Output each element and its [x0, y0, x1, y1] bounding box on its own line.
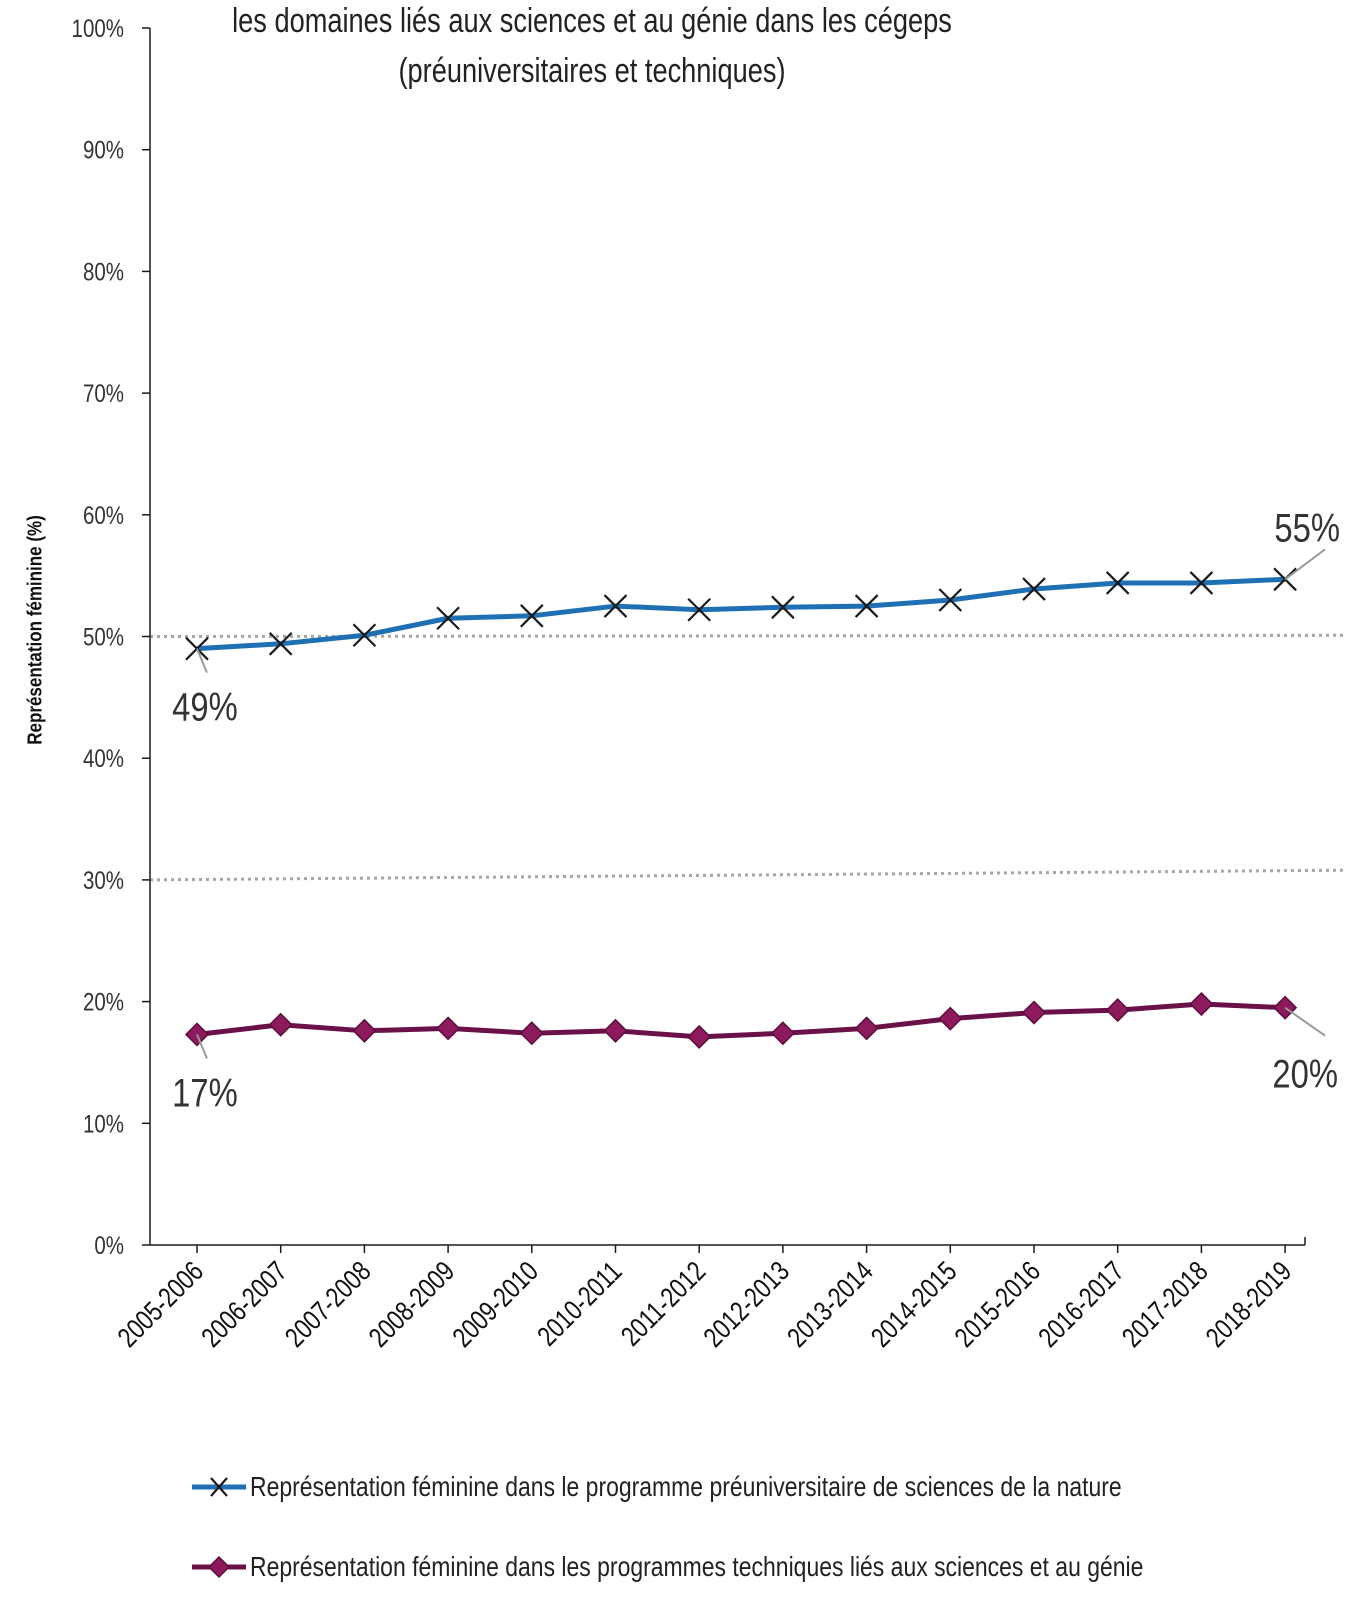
data-labels: 49% 55% 17% 20%	[172, 505, 1340, 1115]
legend-item-0: Représentation féminine dans le programm…	[190, 1467, 1313, 1507]
x-tick-label-9: 2014-2015	[865, 1256, 963, 1354]
series-1-point-7	[770, 1021, 795, 1046]
x-tick-label-8: 2013-2014	[782, 1256, 880, 1354]
series-1-data-label-0: 17%	[172, 1070, 238, 1115]
y-tick-label-8: 80%	[83, 257, 124, 285]
axes: 0% 10% 20% 30% 40% 50% 60% 70% 80% 90% 100% 2005-20…	[72, 14, 1306, 1354]
legend-item-1: Représentation féminine dans les program…	[190, 1547, 1340, 1587]
series-0-point-7	[771, 595, 795, 620]
reference-line-1	[149, 868, 1346, 882]
series-1-point-12	[1189, 991, 1214, 1017]
series-0-point-10	[1022, 577, 1046, 601]
legend-marker-1	[192, 1555, 246, 1579]
x-tick-label-6: 2011-2012	[615, 1256, 711, 1352]
series-0-point-2	[352, 623, 377, 648]
series-0-point-11	[1105, 571, 1130, 595]
y-tick-label-2: 20%	[83, 988, 124, 1016]
series-line-1	[196, 1001, 1286, 1040]
series-1-point-1	[268, 1012, 293, 1037]
x-tick-label-0: 2005-2006	[112, 1256, 210, 1354]
x-tick-label-11: 2016-2017	[1033, 1256, 1131, 1354]
series-1-point-4	[519, 1021, 544, 1046]
reference-lines	[149, 633, 1346, 882]
x-tick-label-12: 2017-2018	[1117, 1256, 1215, 1354]
y-tick-label-9: 90%	[83, 136, 124, 164]
y-tick-label-3: 30%	[83, 866, 124, 894]
x-tick-label-1: 2006-2007	[196, 1256, 294, 1354]
reference-line-0	[149, 633, 1346, 638]
series-0-data-label-1: 55%	[1274, 505, 1340, 550]
y-tick-label-5: 50%	[83, 623, 124, 651]
chart-title-line-1: les domaines liés aux sciences et au gén…	[232, 2, 952, 40]
series	[184, 567, 1298, 1049]
legend-label-0: Représentation féminine dans le programm…	[250, 1471, 1122, 1502]
series-0-point-1	[268, 632, 293, 656]
series-0-point-9	[938, 588, 963, 612]
series-1-point-5	[603, 1018, 628, 1043]
y-tick-label-7: 70%	[83, 379, 124, 407]
series-1-point-13	[1273, 995, 1298, 1020]
series-1-point-11	[1105, 998, 1130, 1023]
series-1-point-2	[352, 1018, 377, 1043]
series-0-point-5	[603, 594, 628, 618]
y-tick-label-1: 10%	[83, 1109, 124, 1137]
y-tick-label-0: 0%	[94, 1231, 124, 1259]
series-0-point-8	[854, 594, 879, 618]
x-tick-label-3: 2008-2009	[363, 1256, 461, 1354]
series-0-point-6	[687, 597, 711, 622]
legend-marker-0	[192, 1477, 246, 1497]
x-tick-label-13: 2018-2019	[1200, 1256, 1298, 1354]
legend-label-1: Représentation féminine dans les program…	[250, 1551, 1144, 1582]
y-tick-label-10: 100%	[72, 14, 124, 42]
series-1-point-3	[436, 1016, 461, 1041]
series-1-point-6	[687, 1024, 712, 1049]
series-0-point-4	[520, 604, 544, 628]
chart-title-line-2: (préuniversitaires et techniques)	[398, 52, 786, 90]
series-1-point-9	[938, 1006, 963, 1031]
x-tick-label-7: 2012-2013	[698, 1256, 796, 1354]
series-0-point-3	[436, 606, 460, 631]
x-tick-label-2: 2007-2008	[280, 1256, 378, 1354]
y-tick-label-6: 60%	[83, 501, 124, 529]
x-tick-label-4: 2009-2010	[447, 1256, 545, 1354]
series-0-data-label-0: 49%	[172, 685, 238, 730]
series-1-data-label-1: 20%	[1272, 1052, 1338, 1097]
series-1-label-leader-0	[196, 1034, 208, 1059]
x-tick-label-5: 2010-2011	[532, 1256, 628, 1352]
series-1-point-10	[1021, 1000, 1047, 1025]
x-tick-label-10: 2015-2016	[949, 1256, 1047, 1354]
series-0-label-leader-0	[196, 648, 208, 674]
series-1-label-leader-1	[1284, 1006, 1326, 1037]
series-0-point-12	[1189, 571, 1214, 595]
series-1-point-8	[854, 1016, 879, 1041]
series-line-0	[196, 576, 1286, 652]
y-tick-label-4: 40%	[83, 744, 124, 772]
series-0-label-leader-1	[1284, 548, 1326, 581]
